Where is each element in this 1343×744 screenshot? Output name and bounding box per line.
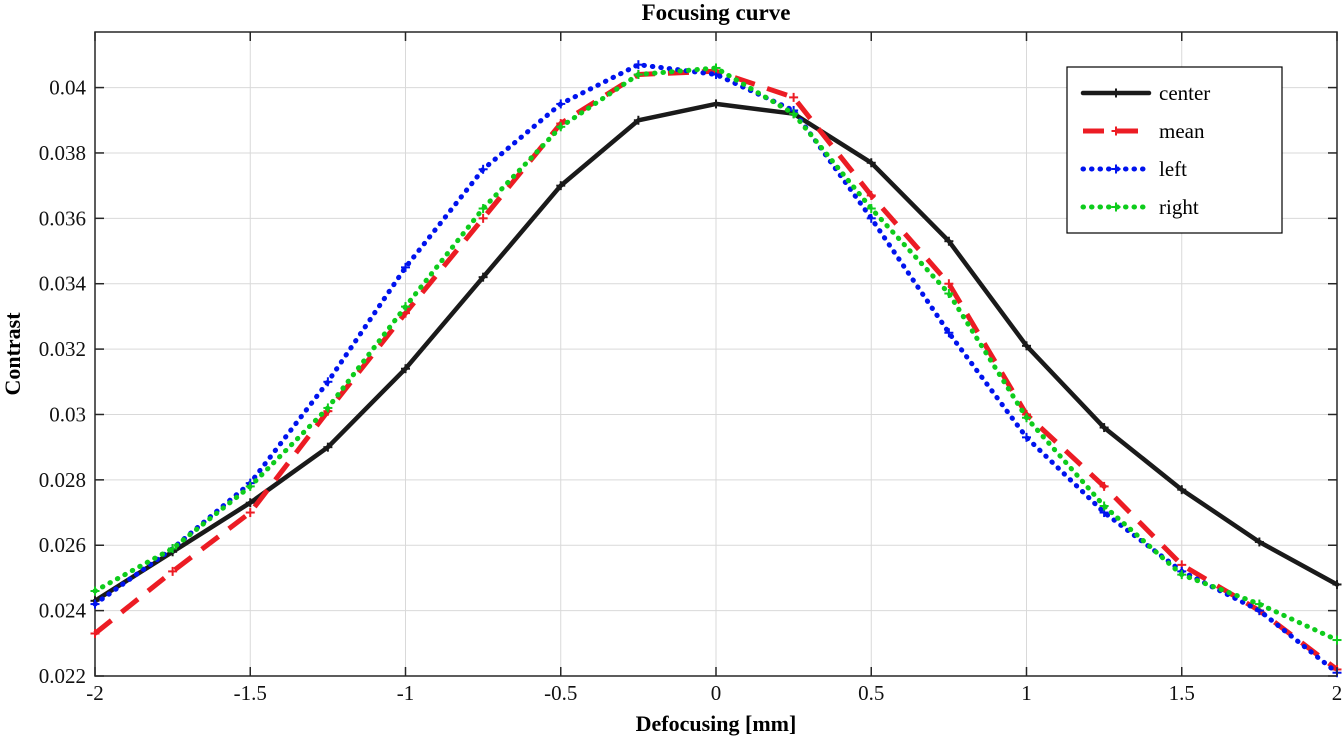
x-tick-label: 0	[711, 681, 722, 705]
series-markers-right	[90, 63, 1342, 645]
y-tick-label: 0.032	[39, 337, 86, 361]
x-tick-label: -1.5	[234, 681, 267, 705]
y-tick-label: 0.04	[49, 76, 86, 100]
series-line-left	[92, 62, 1340, 676]
legend-label-mean: mean	[1159, 119, 1205, 143]
series-lines	[90, 60, 1342, 678]
x-tick-label: 1.5	[1169, 681, 1195, 705]
x-axis-label: Defocusing [mm]	[636, 711, 797, 736]
x-tick-label: 1	[1021, 681, 1032, 705]
legend: center mean left right	[1066, 66, 1283, 234]
x-tick-label: 2	[1332, 681, 1343, 705]
y-tick-label: 0.028	[39, 468, 86, 492]
chart-title: Focusing curve	[642, 0, 791, 25]
x-tick-label: -1	[397, 681, 415, 705]
y-tick-label: 0.026	[39, 533, 86, 557]
axis-ticks: -2 -1.5 -1 -0.5 0 0.5 1 1.5 2 0.022 0.024 0.026 0.02…	[39, 32, 1343, 705]
legend-label-right: right	[1159, 195, 1199, 219]
y-tick-label: 0.034	[39, 272, 87, 296]
x-tick-label: -0.5	[544, 681, 577, 705]
y-tick-label: 0.038	[39, 141, 86, 165]
x-tick-label: -2	[86, 681, 104, 705]
y-tick-label: 0.03	[49, 402, 86, 426]
legend-label-left: left	[1159, 157, 1187, 181]
y-axis-label: Contrast	[0, 312, 25, 396]
y-tick-label: 0.036	[39, 206, 86, 230]
x-tick-label: 0.5	[858, 681, 884, 705]
y-tick-label: 0.022	[39, 664, 86, 688]
legend-label-center: center	[1159, 81, 1210, 105]
gridlines	[94, 32, 1338, 677]
y-tick-label: 0.024	[39, 599, 87, 623]
